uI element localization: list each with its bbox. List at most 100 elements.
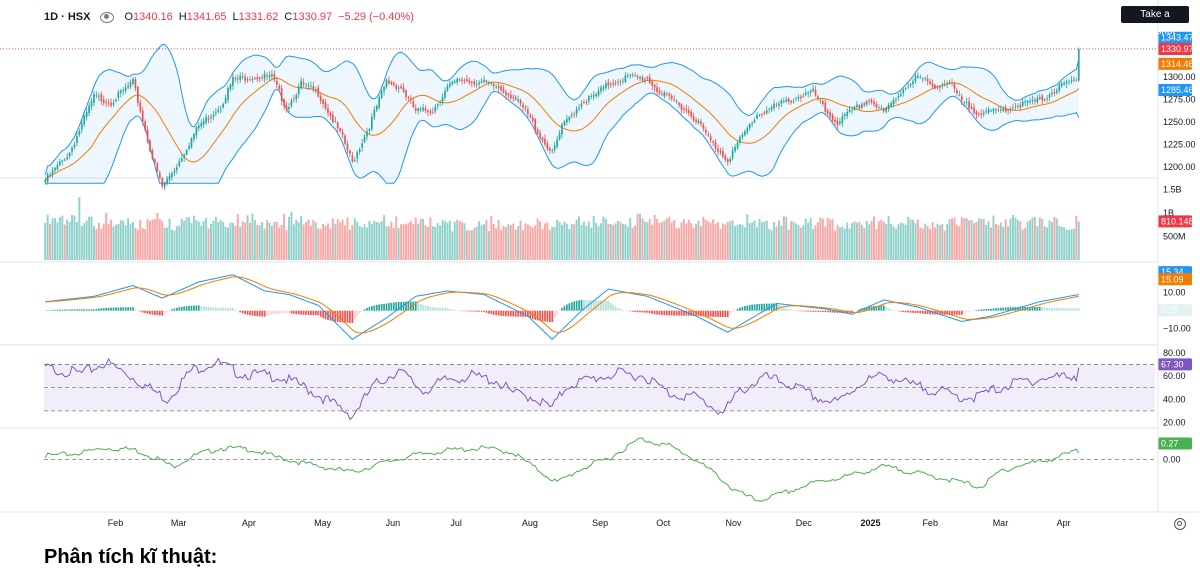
time-axis-label: Aug — [522, 518, 538, 528]
volume-bar — [195, 219, 198, 260]
macd-histogram-bar — [505, 310, 507, 317]
candle-body — [80, 123, 83, 130]
volume-bar — [641, 218, 644, 260]
symbol-label[interactable]: 1D · HSX — [44, 11, 91, 23]
macd-histogram-bar — [149, 310, 151, 315]
volume-bar — [526, 224, 529, 260]
macd-histogram-bar — [217, 307, 220, 311]
macd-histogram-bar — [763, 303, 766, 311]
volume-bar — [590, 227, 593, 260]
macd-histogram-bar — [439, 307, 441, 311]
macd-histogram-bar — [283, 310, 285, 314]
volume-bar — [346, 217, 349, 260]
oscillator-line — [44, 437, 1080, 502]
candle-body — [344, 135, 346, 144]
volume-bar — [436, 223, 439, 260]
macd-histogram-bar — [332, 310, 334, 322]
candle-body — [729, 158, 732, 162]
macd-histogram-bar — [1036, 306, 1039, 311]
macd-histogram-bar — [129, 307, 132, 311]
macd-histogram-bar — [963, 310, 966, 314]
candle-body — [314, 89, 317, 91]
volume-bar — [826, 218, 829, 260]
volume-bar — [936, 223, 939, 260]
take-snapshot-button[interactable]: Take a snapshot — [1121, 6, 1189, 37]
macd-histogram-bar — [626, 310, 629, 312]
macd-histogram-bar — [1077, 308, 1080, 311]
volume-bar — [990, 227, 993, 260]
candle-body — [731, 150, 734, 159]
candle-body — [68, 152, 71, 157]
volume-bar — [987, 221, 990, 260]
volume-bar — [999, 222, 1002, 260]
macd-histogram-bar — [546, 310, 549, 322]
macd-histogram-bar — [122, 307, 125, 311]
volume-bar — [768, 228, 771, 260]
gear-icon[interactable] — [1174, 518, 1186, 530]
candle-body — [834, 119, 836, 122]
candle-body — [748, 124, 751, 129]
macd-histogram-bar — [183, 306, 186, 311]
volume-bar — [378, 222, 381, 260]
candle-body — [678, 102, 680, 106]
candle-body — [46, 174, 49, 182]
macd-histogram-bar — [322, 310, 324, 319]
volume-bar — [741, 224, 744, 260]
macd-histogram-bar — [395, 302, 398, 311]
candle-body — [353, 160, 356, 161]
candle-body — [700, 121, 702, 125]
candle-body — [651, 81, 654, 86]
volume-bar — [1004, 219, 1007, 260]
candle-body — [658, 91, 661, 94]
candle-body — [1002, 108, 1005, 111]
time-axis-label: Nov — [726, 518, 743, 528]
candle-body — [227, 87, 229, 100]
macd-histogram-bar — [500, 310, 502, 316]
macd-histogram-bar — [339, 310, 342, 323]
candle-body — [1026, 100, 1029, 103]
volume-bar — [912, 219, 914, 260]
volume-bar — [327, 223, 329, 260]
macd-histogram-bar — [992, 308, 995, 311]
volume-bar — [241, 221, 244, 260]
macd-histogram-bar — [266, 310, 268, 316]
chart-area[interactable]: 1200.00 1225.00 1250.00 1275.00 1300.00 1343.… — [0, 0, 1200, 535]
candle-body — [268, 74, 271, 78]
candle-body — [646, 77, 649, 79]
macd-histogram-bar — [363, 309, 366, 311]
candle-body — [665, 93, 668, 95]
open-value: 1340.16 — [133, 11, 173, 23]
macd-histogram-bar — [904, 310, 907, 313]
candle-body — [197, 125, 200, 129]
candle-body — [795, 98, 797, 100]
chart-svg[interactable]: 1200.00 1225.00 1250.00 1275.00 1300.00 1343.… — [0, 0, 1200, 535]
candle-body — [185, 150, 188, 155]
candle-body — [117, 91, 120, 99]
macd-histogram-bar — [736, 308, 739, 311]
volume-bar — [887, 216, 890, 260]
volume-bar — [173, 230, 176, 260]
macd-histogram-bar — [1041, 307, 1044, 311]
volume-bar — [824, 226, 827, 260]
candle-body — [968, 101, 970, 109]
volume-bar — [809, 218, 812, 260]
volume-bar — [263, 228, 266, 260]
volume-bar — [907, 216, 910, 260]
volume-bar — [1060, 226, 1063, 260]
eye-icon[interactable] — [100, 11, 115, 23]
volume-bar — [324, 225, 327, 260]
macd-histogram-bar — [163, 310, 166, 314]
volume-bar — [960, 217, 963, 260]
volume-bar — [80, 225, 83, 260]
macd-histogram-bar — [646, 310, 649, 313]
candle-body — [356, 152, 359, 159]
macd-histogram-bar — [419, 304, 422, 311]
volume-bar — [553, 226, 556, 260]
volume-bar — [95, 229, 98, 260]
macd-histogram-bar — [373, 305, 376, 311]
macd-histogram-bar — [156, 310, 159, 316]
macd-histogram-bar — [271, 310, 273, 315]
macd-histogram-bar — [765, 303, 768, 311]
volume-bar — [1007, 226, 1010, 260]
candle-body — [246, 79, 249, 81]
